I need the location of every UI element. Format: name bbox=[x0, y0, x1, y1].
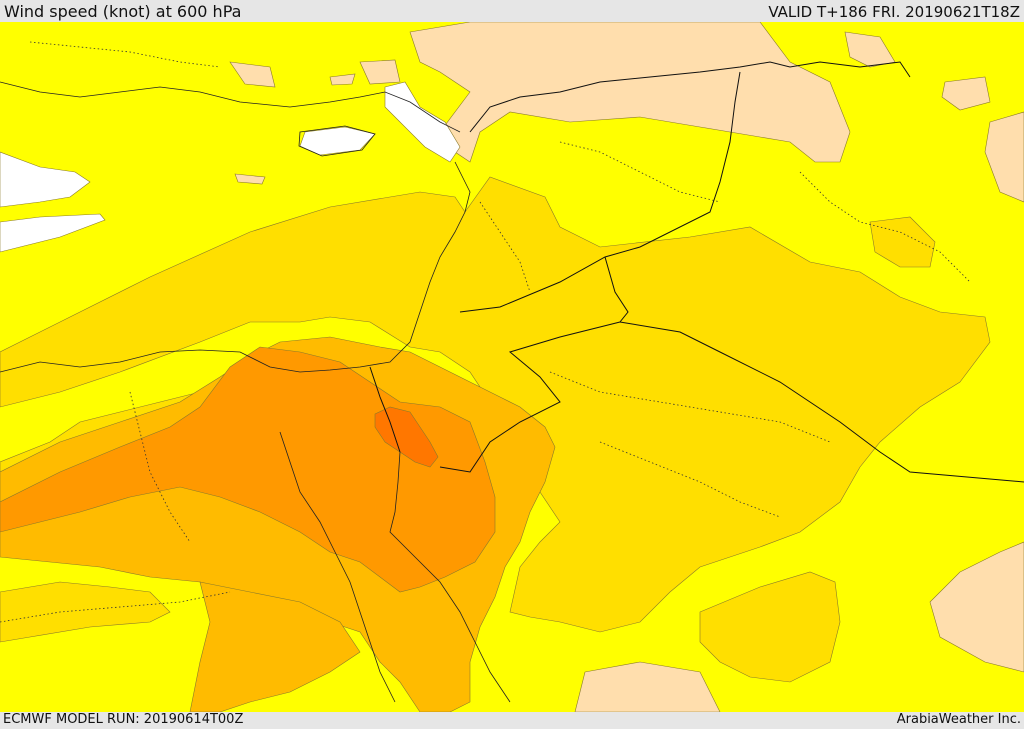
header-bar: Wind speed (knot) at 600 hPa VALID T+186… bbox=[0, 0, 1024, 22]
calm-region-islands bbox=[229, 59, 401, 185]
calm-region-arabia-south bbox=[574, 661, 721, 712]
model-run-label: ECMWF MODEL RUN: 20190614T00Z bbox=[3, 712, 244, 727]
band-20-25-ne-patch bbox=[869, 216, 936, 268]
border-jordan-saudi bbox=[439, 321, 621, 473]
wind-speed-map[interactable] bbox=[0, 22, 1024, 712]
coastline-red-sea-east bbox=[389, 451, 511, 703]
border-turkey-syria bbox=[469, 61, 911, 133]
band-25-30-south-lobe bbox=[189, 581, 361, 712]
border-iraq-iran bbox=[459, 71, 741, 313]
band-20-25-southwest bbox=[0, 581, 171, 643]
calm-region-caspian bbox=[941, 76, 991, 111]
border-egypt-israel bbox=[369, 366, 401, 453]
credit-label: ArabiaWeather Inc. bbox=[896, 712, 1021, 727]
admin-boundary-5 bbox=[559, 141, 721, 203]
admin-boundary-1 bbox=[0, 591, 231, 623]
calm-region-southeast bbox=[929, 541, 1024, 673]
valid-time: VALID T+186 FRI. 20190621T18Z bbox=[768, 3, 1020, 21]
band-30-35-knot bbox=[0, 346, 496, 593]
admin-boundary-7 bbox=[29, 41, 221, 68]
band-lt10-med-2 bbox=[0, 213, 106, 253]
admin-boundary-2 bbox=[549, 371, 831, 443]
coastline-turkey bbox=[0, 81, 461, 133]
calm-region-turkey bbox=[409, 22, 851, 163]
map-title: Wind speed (knot) at 600 hPa bbox=[4, 2, 242, 21]
calm-region-east bbox=[984, 111, 1024, 203]
coastline-levant-egypt bbox=[0, 161, 471, 373]
border-saudi-north bbox=[604, 256, 1024, 483]
band-lt10-med-1 bbox=[0, 151, 91, 208]
footer-bar: ECMWF MODEL RUN: 20190614T00Z ArabiaWeat… bbox=[0, 712, 1024, 729]
map-svg bbox=[0, 22, 1024, 712]
coastline-cyprus bbox=[298, 125, 376, 157]
band-20-25-southeast bbox=[699, 571, 841, 683]
band-35-40-knot bbox=[374, 406, 439, 468]
coastline-red-sea-west bbox=[279, 431, 396, 703]
band-lt10-aegean bbox=[384, 81, 461, 163]
